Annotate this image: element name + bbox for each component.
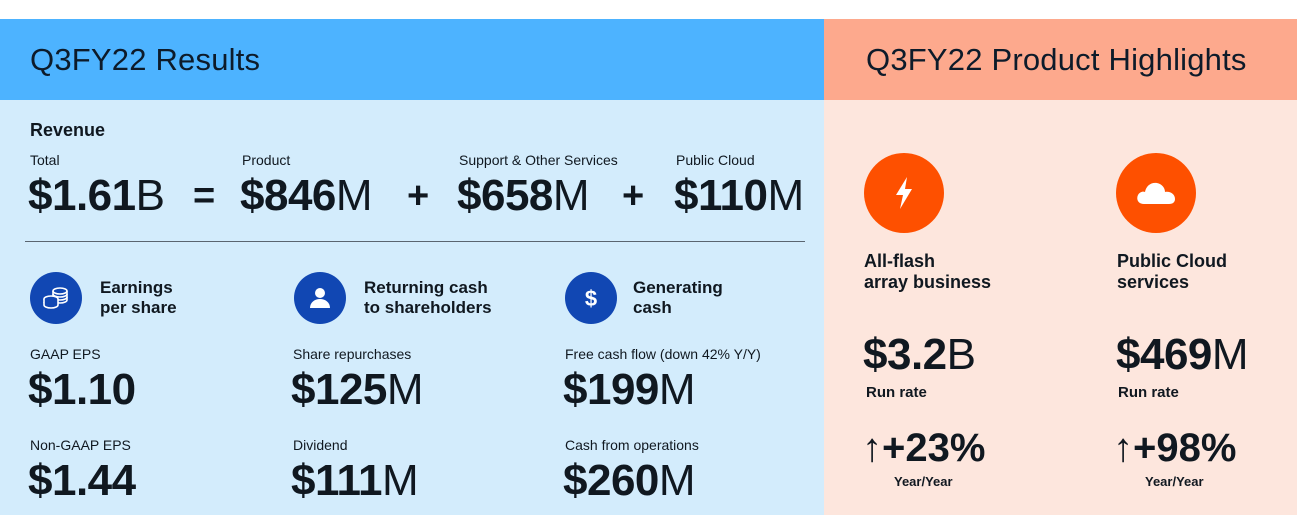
revenue-cloud-value: $110M bbox=[674, 171, 804, 220]
coins-icon bbox=[30, 272, 82, 324]
results-panel bbox=[0, 100, 824, 515]
revenue-cloud-label: Public Cloud bbox=[676, 152, 755, 168]
nongaap-eps-value: $1.44 bbox=[28, 456, 136, 505]
ops-cash-label: Cash from operations bbox=[565, 437, 699, 453]
revenue-heading: Revenue bbox=[30, 120, 106, 140]
flash-title: All-flash array business bbox=[864, 251, 992, 292]
highlights-title: Q3FY22 Product Highlights bbox=[866, 42, 1247, 77]
gaap-eps-value: $1.10 bbox=[28, 365, 136, 414]
dividend-label: Dividend bbox=[293, 437, 348, 453]
revenue-product-value: $846M bbox=[240, 171, 373, 220]
eps-title: Earnings per share bbox=[100, 278, 177, 317]
revenue-total-label: Total bbox=[30, 152, 60, 168]
dollar-icon: $ bbox=[565, 272, 617, 324]
flash-runrate-label: Run rate bbox=[866, 384, 927, 401]
repurchase-label: Share repurchases bbox=[293, 346, 412, 362]
results-title: Q3FY22 Results bbox=[30, 42, 261, 77]
revenue-support-label: Support & Other Services bbox=[459, 152, 618, 168]
cloud-growth-label: Year/Year bbox=[1145, 474, 1204, 489]
revenue-divider bbox=[25, 241, 805, 242]
plus-sign-2: + bbox=[622, 175, 645, 217]
person-icon bbox=[294, 272, 346, 324]
arrow-up-icon: ↑ bbox=[862, 426, 882, 470]
generating-title: Generating cash bbox=[633, 278, 723, 317]
gaap-eps-label: GAAP EPS bbox=[30, 346, 101, 362]
lightning-icon bbox=[864, 153, 944, 233]
fcf-value: $199M bbox=[563, 365, 696, 414]
revenue-product-label: Product bbox=[242, 152, 291, 168]
dividend-value: $111M bbox=[291, 456, 419, 505]
svg-text:$: $ bbox=[585, 286, 597, 311]
cloud-icon bbox=[1116, 153, 1196, 233]
arrow-up-icon: ↑ bbox=[1113, 426, 1133, 470]
revenue-support-value: $658M bbox=[457, 171, 590, 220]
equals-sign: = bbox=[193, 175, 216, 217]
flash-growth-label: Year/Year bbox=[894, 474, 953, 489]
cloud-value: $469M bbox=[1116, 330, 1249, 379]
cloud-runrate-label: Run rate bbox=[1118, 384, 1179, 401]
plus-sign-1: + bbox=[407, 175, 430, 217]
results-header bbox=[0, 19, 824, 100]
highlights-header bbox=[824, 19, 1297, 100]
fcf-label: Free cash flow (down 42% Y/Y) bbox=[565, 346, 761, 362]
revenue-total-value: $1.61B bbox=[28, 171, 165, 220]
nongaap-eps-label: Non-GAAP EPS bbox=[30, 437, 131, 453]
returning-title: Returning cash to shareholders bbox=[364, 278, 492, 317]
repurchase-value: $125M bbox=[291, 365, 424, 414]
flash-growth: ↑+23% bbox=[862, 426, 986, 470]
ops-cash-value: $260M bbox=[563, 456, 696, 505]
cloud-growth: ↑+98% bbox=[1113, 426, 1237, 470]
cloud-title: Public Cloud services bbox=[1117, 251, 1227, 292]
flash-value: $3.2B bbox=[863, 330, 976, 379]
